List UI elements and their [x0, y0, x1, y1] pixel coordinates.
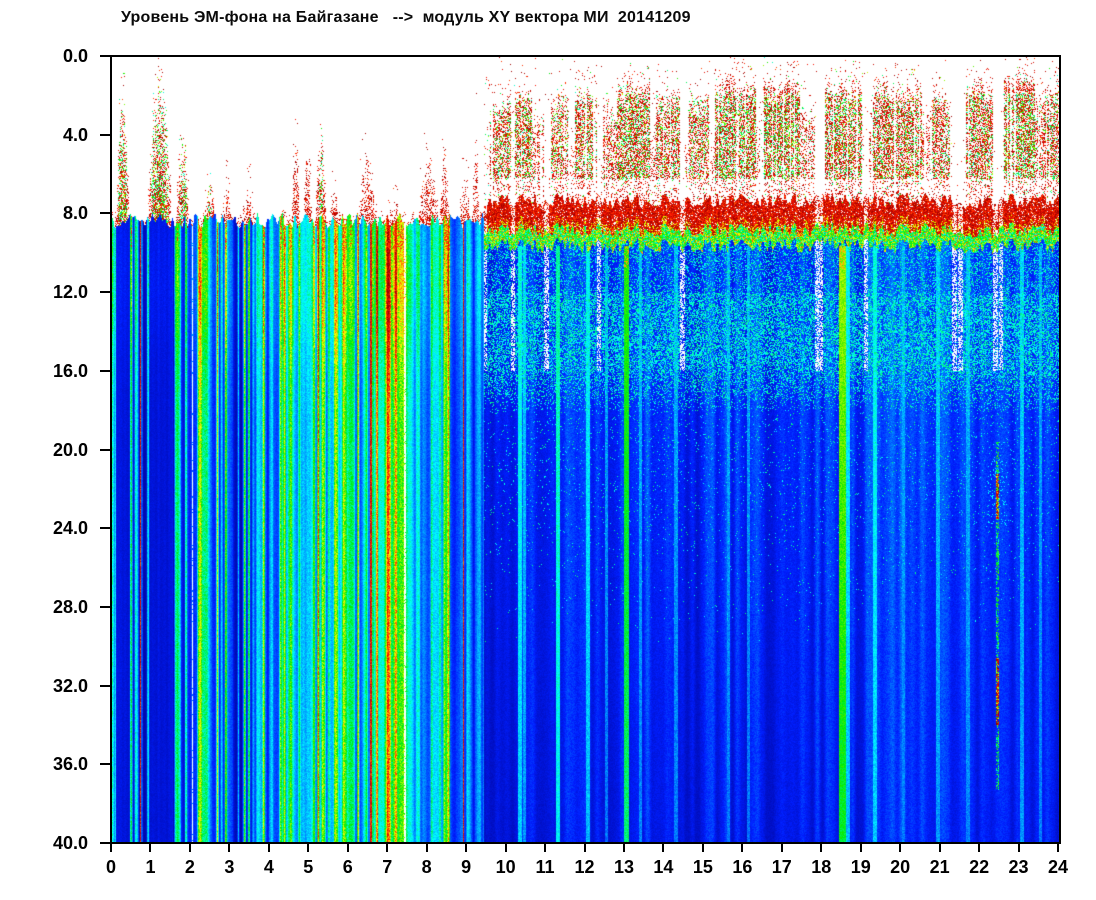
x-tick: [267, 843, 270, 852]
y-tick-label: 24.0: [52, 518, 88, 539]
x-tick-label: 4: [263, 857, 274, 877]
x-tick: [425, 843, 428, 852]
y-tick: [100, 448, 110, 451]
x-tick: [544, 843, 547, 852]
x-tick-label: 23: [1008, 857, 1029, 877]
x-tick-label: 13: [613, 857, 634, 877]
x-tick-label: 2: [184, 857, 195, 877]
x-tick: [110, 843, 112, 852]
x-tick-label: 12: [574, 857, 595, 877]
x-tick: [938, 843, 941, 852]
plot-frame: [110, 55, 1061, 844]
x-tick-label: 19: [850, 857, 871, 877]
y-tick: [100, 763, 110, 766]
x-tick: [346, 843, 349, 852]
y-tick-label: 8.0: [62, 203, 88, 224]
y-tick-label: 28.0: [52, 596, 88, 617]
x-tick: [622, 843, 625, 852]
x-tick-label: 16: [732, 857, 753, 877]
x-tick-label: 15: [692, 857, 713, 877]
x-tick-label: 5: [303, 857, 314, 877]
x-tick: [859, 843, 862, 852]
x-tick: [386, 843, 389, 852]
chart-title: Уровень ЭМ-фона на Байгазане --> модуль …: [121, 9, 691, 26]
y-tick-label: 32.0: [52, 675, 88, 696]
x-tick: [465, 843, 468, 852]
x-tick-label: 8: [421, 857, 432, 877]
x-tick-label: 9: [461, 857, 472, 877]
x-tick-label: 6: [342, 857, 353, 877]
x-tick: [1017, 843, 1020, 852]
x-tick: [1057, 843, 1059, 852]
x-tick: [662, 843, 665, 852]
x-tick-label: 10: [495, 857, 516, 877]
x-tick-label: 18: [811, 857, 832, 877]
x-tick: [741, 843, 744, 852]
y-tick: [100, 55, 110, 57]
x-tick: [583, 843, 586, 852]
x-tick-label: 0: [105, 857, 116, 877]
x-tick-label: 22: [969, 857, 990, 877]
x-tick: [780, 843, 783, 852]
y-tick: [100, 369, 110, 372]
y-tick-label: 40.0: [52, 833, 88, 853]
y-tick-label: 4.0: [62, 124, 88, 145]
x-tick-label: 17: [771, 857, 792, 877]
y-tick: [100, 291, 110, 294]
x-tick: [978, 843, 981, 852]
y-tick: [100, 527, 110, 530]
x-tick-label: 24: [1047, 857, 1069, 877]
x-tick-label: 14: [653, 857, 674, 877]
x-tick: [701, 843, 704, 852]
y-tick-label: 16.0: [52, 360, 88, 381]
x-tick-label: 1: [145, 857, 156, 877]
x-tick-label: 3: [224, 857, 235, 877]
y-tick: [100, 842, 110, 844]
x-tick: [228, 843, 231, 852]
y-tick: [100, 684, 110, 687]
x-tick: [307, 843, 310, 852]
y-tick: [100, 212, 110, 215]
y-tick: [100, 133, 110, 136]
x-tick-label: 20: [890, 857, 911, 877]
y-tick-label: 20.0: [52, 439, 88, 460]
x-tick: [504, 843, 507, 852]
x-tick: [899, 843, 902, 852]
y-tick: [100, 605, 110, 608]
x-tick-label: 21: [929, 857, 950, 877]
y-tick-label: 0.0: [62, 46, 88, 66]
x-tick: [149, 843, 152, 852]
spectrogram-canvas: [112, 57, 1059, 842]
x-tick: [188, 843, 191, 852]
y-tick-label: 12.0: [52, 282, 88, 303]
y-tick-label: 36.0: [52, 754, 88, 775]
x-tick: [820, 843, 823, 852]
x-tick-label: 7: [382, 857, 393, 877]
x-tick-label: 11: [535, 857, 555, 877]
